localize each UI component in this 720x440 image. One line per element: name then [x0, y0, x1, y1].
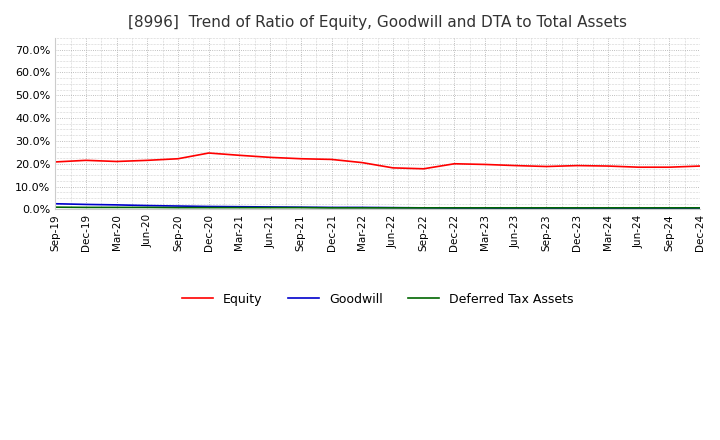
- Deferred Tax Assets: [204, 205, 213, 210]
- Equity: [112, 159, 121, 164]
- Equity: [266, 155, 274, 160]
- Deferred Tax Assets: [112, 205, 121, 210]
- Line: Equity: Equity: [55, 153, 700, 169]
- Deferred Tax Assets: [450, 205, 459, 210]
- Equity: [481, 162, 490, 167]
- Goodwill: [665, 205, 674, 211]
- Goodwill: [450, 205, 459, 211]
- Deferred Tax Assets: [266, 205, 274, 210]
- Equity: [358, 160, 366, 165]
- Goodwill: [696, 205, 704, 211]
- Equity: [204, 150, 213, 156]
- Deferred Tax Assets: [328, 205, 336, 210]
- Deferred Tax Assets: [573, 205, 582, 210]
- Goodwill: [481, 205, 490, 211]
- Equity: [81, 158, 90, 163]
- Equity: [573, 163, 582, 168]
- Equity: [51, 159, 60, 165]
- Deferred Tax Assets: [419, 205, 428, 210]
- Equity: [235, 153, 244, 158]
- Equity: [419, 166, 428, 172]
- Equity: [450, 161, 459, 166]
- Equity: [174, 156, 182, 161]
- Goodwill: [112, 202, 121, 208]
- Deferred Tax Assets: [143, 205, 152, 210]
- Equity: [696, 163, 704, 169]
- Deferred Tax Assets: [51, 205, 60, 210]
- Goodwill: [51, 201, 60, 206]
- Equity: [389, 165, 397, 171]
- Goodwill: [143, 203, 152, 208]
- Goodwill: [542, 205, 551, 211]
- Goodwill: [603, 206, 612, 211]
- Goodwill: [358, 205, 366, 210]
- Deferred Tax Assets: [511, 205, 520, 210]
- Deferred Tax Assets: [603, 205, 612, 210]
- Deferred Tax Assets: [481, 205, 490, 210]
- Equity: [328, 157, 336, 162]
- Equity: [542, 164, 551, 169]
- Equity: [665, 165, 674, 170]
- Goodwill: [235, 204, 244, 209]
- Goodwill: [573, 206, 582, 211]
- Equity: [603, 163, 612, 169]
- Deferred Tax Assets: [235, 205, 244, 210]
- Deferred Tax Assets: [297, 205, 305, 210]
- Deferred Tax Assets: [696, 205, 704, 210]
- Goodwill: [81, 202, 90, 207]
- Goodwill: [328, 205, 336, 210]
- Deferred Tax Assets: [174, 205, 182, 210]
- Legend: Equity, Goodwill, Deferred Tax Assets: Equity, Goodwill, Deferred Tax Assets: [177, 288, 578, 311]
- Deferred Tax Assets: [358, 205, 366, 210]
- Equity: [297, 156, 305, 161]
- Line: Deferred Tax Assets: Deferred Tax Assets: [55, 207, 700, 208]
- Goodwill: [204, 204, 213, 209]
- Line: Goodwill: Goodwill: [55, 204, 700, 209]
- Goodwill: [389, 205, 397, 210]
- Deferred Tax Assets: [665, 205, 674, 210]
- Deferred Tax Assets: [81, 205, 90, 210]
- Title: [8996]  Trend of Ratio of Equity, Goodwill and DTA to Total Assets: [8996] Trend of Ratio of Equity, Goodwil…: [128, 15, 627, 30]
- Goodwill: [174, 203, 182, 209]
- Deferred Tax Assets: [389, 205, 397, 210]
- Goodwill: [511, 205, 520, 211]
- Equity: [143, 158, 152, 163]
- Equity: [511, 163, 520, 168]
- Goodwill: [266, 204, 274, 209]
- Goodwill: [419, 205, 428, 210]
- Goodwill: [297, 205, 305, 210]
- Deferred Tax Assets: [542, 205, 551, 210]
- Deferred Tax Assets: [634, 205, 643, 210]
- Equity: [634, 165, 643, 170]
- Goodwill: [634, 206, 643, 211]
